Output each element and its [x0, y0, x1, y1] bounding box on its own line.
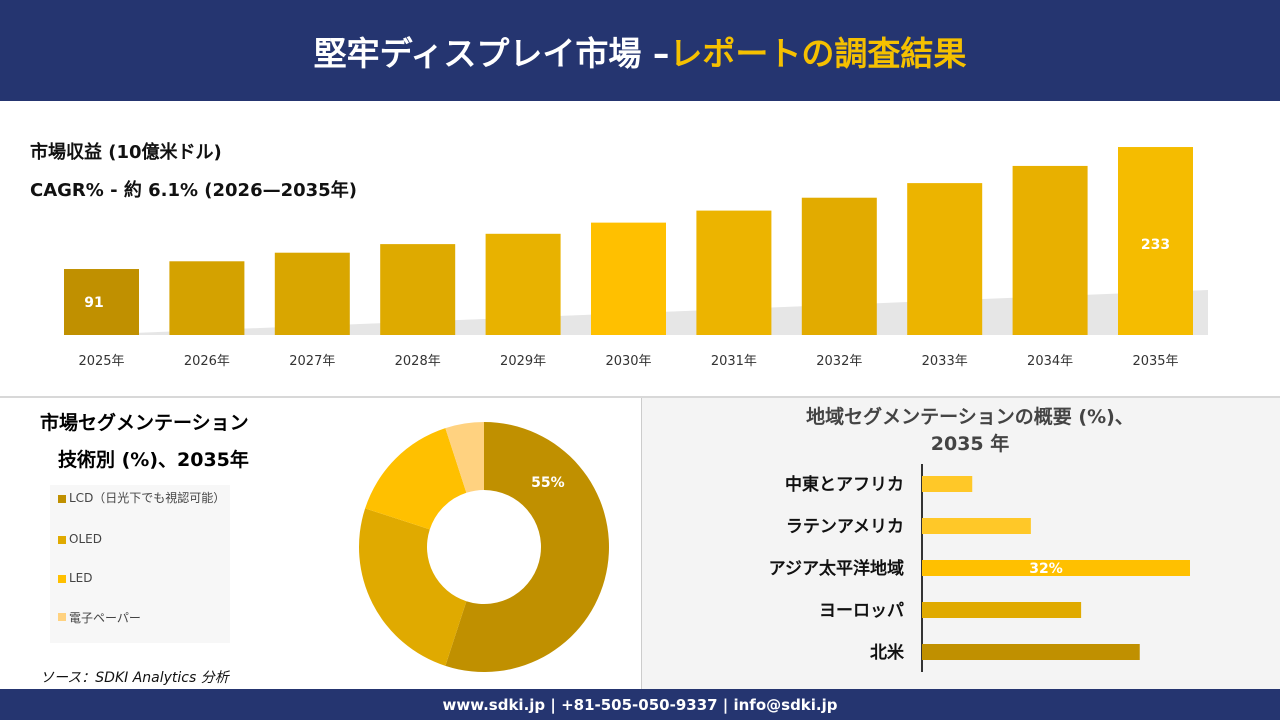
legend-swatch: [58, 613, 66, 621]
legend-label: 電子ペーパー: [69, 611, 141, 625]
x-tick-label: 2032年: [816, 354, 862, 369]
source-note: ソース：SDKI Analytics 分析: [40, 670, 229, 686]
x-tick-label: 2027年: [289, 354, 335, 369]
legend-item-epaper: 電子ペーパー: [58, 609, 141, 626]
bar-2025年: [64, 269, 139, 335]
x-tick-label: 2031年: [711, 354, 757, 369]
bar-2027年: [274, 252, 350, 335]
header-banner: 堅牢ディスプレイ市場 – レポートの調査結果: [0, 0, 1280, 101]
x-tick-label: 2030年: [605, 354, 651, 369]
legend-item-lcd: LCD（日光下でも視認可能）: [58, 491, 233, 509]
revenue-bar-chart: 2025年 91 2026年 2027年 2028年 2029年 2030年 2031年 203…: [64, 147, 1208, 369]
region-label: アジア太平洋地域: [769, 558, 904, 579]
donut-slice-3: [445, 422, 484, 493]
region-bar: [922, 602, 1082, 618]
segment-title: 市場セグメンテーション: [40, 412, 249, 434]
x-tick-label: 2026年: [184, 354, 230, 369]
title-main: 堅牢ディスプレイ市場 –: [313, 33, 670, 73]
region-bar: [922, 476, 973, 492]
donut-slice-0: [445, 422, 609, 672]
bar-2033年: [907, 183, 983, 335]
x-tick-label: 2028年: [395, 354, 441, 369]
cagr-subtitle: CAGR% - 約 6.1% (2026—2035年): [30, 180, 357, 201]
legend-label: LED: [69, 571, 93, 585]
footer-contact: www.sdki.jp | +81-505-050-9337 | info@sd…: [0, 689, 1280, 720]
donut-legend: LCD（日光下でも視認可能） OLED LED 電子ペーパー: [50, 485, 230, 643]
bar-2034年: [1012, 165, 1088, 335]
data-label: 55%: [531, 475, 565, 491]
x-tick-label: 2035年: [1132, 354, 1178, 369]
bar-2028年: [380, 244, 456, 335]
data-label: 91: [84, 295, 103, 311]
segment-subtitle: 技術別 (%)、2035年: [58, 449, 249, 471]
region-bar: [922, 518, 1031, 534]
legend-label: LCD（日光下でも視認可能）: [69, 491, 226, 505]
bar-2029年: [485, 233, 561, 335]
x-tick-label: 2025年: [78, 354, 124, 369]
region-panel: [641, 398, 1280, 689]
x-tick-label: 2034年: [1027, 354, 1073, 369]
data-label: 233: [1141, 237, 1170, 253]
technology-donut-chart: 55%: [359, 422, 609, 672]
bar-2026年: [169, 261, 245, 335]
data-label: 32%: [1029, 561, 1063, 577]
region-chart-title: 地域セグメンテーションの概要 (%)、2035 年: [806, 406, 1134, 455]
divider: [0, 396, 1280, 398]
legend-item-led: LED: [58, 571, 93, 585]
region-label: 中東とアフリカ: [785, 474, 904, 495]
legend-swatch: [58, 575, 66, 583]
donut-slice-1: [359, 508, 467, 666]
x-tick-label: 2029年: [500, 354, 546, 369]
region-label: 北米: [870, 642, 905, 663]
revenue-chart-title: 市場収益 (10億米ドル): [30, 142, 222, 163]
legend-item-oled: OLED: [58, 532, 102, 546]
region-bar: [922, 560, 1190, 576]
bar-2030年: [591, 222, 666, 335]
x-tick-label: 2033年: [922, 354, 968, 369]
region-bar: [922, 644, 1140, 660]
legend-label: OLED: [69, 532, 102, 546]
legend-swatch: [58, 495, 66, 503]
title-accent: レポートの調査結果: [669, 33, 967, 73]
donut-slice-2: [365, 428, 467, 530]
bar-2035年: [1118, 147, 1193, 335]
bar-2031年: [696, 210, 772, 335]
region-label: ヨーロッパ: [819, 601, 904, 621]
bar-2032年: [801, 197, 877, 335]
region-label: ラテンアメリカ: [786, 517, 904, 537]
legend-swatch: [58, 536, 66, 544]
